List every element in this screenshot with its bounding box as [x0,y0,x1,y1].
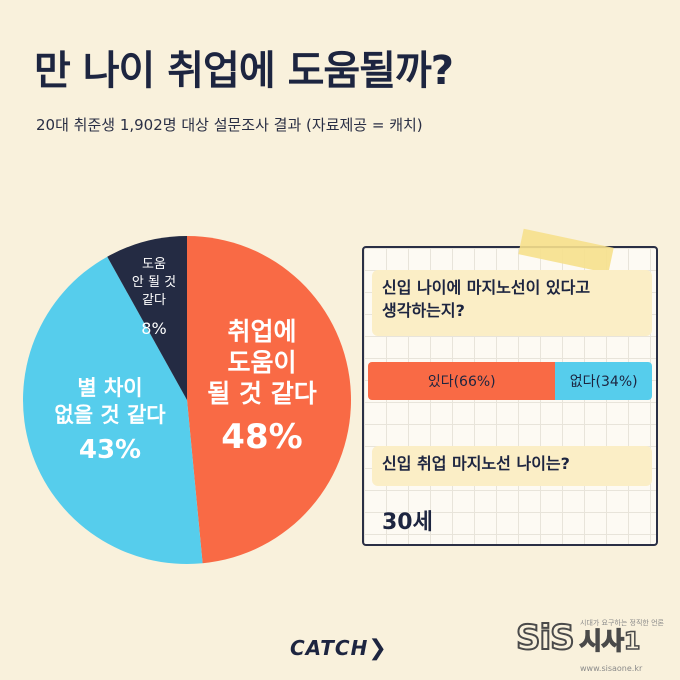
pie-percent-0: 48% [221,417,302,457]
sisaone-logo-korean: 시사1 [579,626,641,656]
pie-label-0-line-1: 도움이 [227,348,296,377]
question-1-line-1: 신입 나이에 마지노선이 있다고 [382,278,591,297]
question-1-line-2: 생각하는지? [382,301,465,321]
page-subtitle: 20대 취준생 1,902명 대상 설문조사 결과 (자료제공 = 캐치) [36,116,423,134]
pie-label-0-line-0: 취업에 [227,317,296,346]
sisaone-url: www.sisaone.kr [580,664,643,673]
sisaone-logo-mark: SiS [515,617,576,659]
pie-label-2-line-1: 안 될 것 [132,275,176,290]
sisaone-logo: 시대가 요구하는 정직한 언론 SiS 시사1 www.sisaone.kr [515,617,664,673]
pie-label-2-line-2: 같다 [142,293,166,308]
bar-segment-no: 없다(34%) [555,362,652,400]
page-title: 만 나이 취업에 도움될까? [34,48,454,94]
pie-slice-1 [23,256,203,564]
answer-2-value: 30세 [382,510,433,535]
question-2-box: 신입 취업 마지노선 나이는? [372,446,652,486]
bar-segment-yes: 있다(66%) [368,362,556,400]
pie-label-1-line-1: 없을 것 같다 [54,403,166,427]
pie-label-1-line-0: 별 차이 [77,376,142,400]
sisaone-tagline: 시대가 요구하는 정직한 언론 [580,619,664,627]
catch-logo-text: CATCH [290,636,369,660]
answer-bar: 있다(66%) 없다(34%) [368,362,652,400]
pie-label-0-line-2: 될 것 같다 [207,379,316,408]
arrow-icon: ❯ [368,636,388,661]
question-2-text: 신입 취업 마지노선 나이는? [382,454,570,473]
pie-label-2-line-0: 도움 [142,257,166,272]
pie-percent-2: 8% [141,319,166,338]
question-1-box: 신입 나이에 마지노선이 있다고 생각하는지? [372,270,652,336]
pie-percent-1: 43% [79,435,141,465]
catch-logo: CATCH❯ [290,636,388,661]
pie-slice-0 [187,236,351,564]
pie-slice-2 [107,236,187,400]
